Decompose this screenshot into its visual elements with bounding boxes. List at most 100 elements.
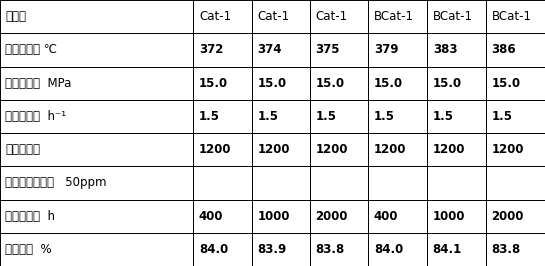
Text: 催化剂: 催化剂 (5, 10, 27, 23)
Bar (193, 233, 252, 266)
Bar (368, 33, 427, 66)
Bar (427, 66, 486, 100)
Text: 84.0: 84.0 (199, 243, 228, 256)
Bar (310, 200, 368, 233)
Bar (0, 100, 193, 133)
Text: 400: 400 (199, 210, 223, 223)
Bar (252, 200, 310, 233)
Text: 84.1: 84.1 (433, 243, 462, 256)
Text: 400: 400 (374, 210, 398, 223)
Text: 体积空速，  h⁻¹: 体积空速， h⁻¹ (5, 110, 66, 123)
Text: Cat-1: Cat-1 (257, 10, 289, 23)
Bar (486, 0, 545, 33)
Text: 精制油氮含量，   50ppm: 精制油氮含量， 50ppm (5, 176, 107, 189)
Bar (252, 233, 310, 266)
Text: 1.5: 1.5 (199, 110, 220, 123)
Bar (252, 100, 310, 133)
Text: 383: 383 (433, 43, 457, 56)
Text: 1000: 1000 (433, 210, 465, 223)
Text: 反应温度， ℃: 反应温度， ℃ (5, 43, 57, 56)
Text: BCat-1: BCat-1 (492, 10, 531, 23)
Text: 83.8: 83.8 (492, 243, 521, 256)
Text: 1200: 1200 (257, 143, 290, 156)
Bar (193, 200, 252, 233)
Text: 2000: 2000 (316, 210, 348, 223)
Text: 氢油体积比: 氢油体积比 (5, 143, 40, 156)
Bar (486, 133, 545, 166)
Bar (310, 33, 368, 66)
Bar (0, 133, 193, 166)
Text: BCat-1: BCat-1 (374, 10, 414, 23)
Text: Cat-1: Cat-1 (199, 10, 231, 23)
Bar (0, 233, 193, 266)
Text: 1200: 1200 (433, 143, 465, 156)
Text: 1.5: 1.5 (492, 110, 513, 123)
Text: 1200: 1200 (199, 143, 232, 156)
Bar (310, 0, 368, 33)
Bar (427, 100, 486, 133)
Text: 374: 374 (257, 43, 282, 56)
Bar (310, 233, 368, 266)
Text: 1.5: 1.5 (257, 110, 278, 123)
Bar (427, 166, 486, 200)
Text: 15.0: 15.0 (257, 77, 286, 90)
Text: 15.0: 15.0 (492, 77, 520, 90)
Bar (368, 233, 427, 266)
Text: 1200: 1200 (316, 143, 348, 156)
Bar (368, 133, 427, 166)
Bar (368, 66, 427, 100)
Text: 1000: 1000 (257, 210, 290, 223)
Bar (486, 233, 545, 266)
Text: 1200: 1200 (492, 143, 524, 156)
Bar (310, 100, 368, 133)
Bar (368, 166, 427, 200)
Bar (368, 200, 427, 233)
Bar (310, 66, 368, 100)
Bar (427, 200, 486, 233)
Bar (486, 66, 545, 100)
Bar (427, 0, 486, 33)
Bar (368, 100, 427, 133)
Text: 386: 386 (492, 43, 516, 56)
Bar (193, 100, 252, 133)
Text: 1.5: 1.5 (374, 110, 395, 123)
Bar (0, 200, 193, 233)
Text: BCat-1: BCat-1 (433, 10, 473, 23)
Text: 转化率，  %: 转化率， % (5, 243, 52, 256)
Text: 2000: 2000 (492, 210, 524, 223)
Bar (193, 166, 252, 200)
Text: 15.0: 15.0 (316, 77, 344, 90)
Bar (193, 133, 252, 166)
Bar (486, 100, 545, 133)
Text: 反应压力，  MPa: 反应压力， MPa (5, 77, 72, 90)
Bar (486, 200, 545, 233)
Text: 375: 375 (316, 43, 340, 56)
Text: Cat-1: Cat-1 (316, 10, 348, 23)
Bar (427, 233, 486, 266)
Bar (368, 0, 427, 33)
Bar (310, 166, 368, 200)
Bar (310, 133, 368, 166)
Text: 83.9: 83.9 (257, 243, 287, 256)
Text: 1.5: 1.5 (433, 110, 454, 123)
Bar (252, 33, 310, 66)
Text: 1.5: 1.5 (316, 110, 337, 123)
Text: 15.0: 15.0 (374, 77, 403, 90)
Bar (252, 133, 310, 166)
Text: 1200: 1200 (374, 143, 407, 156)
Bar (193, 0, 252, 33)
Text: 15.0: 15.0 (199, 77, 228, 90)
Bar (193, 33, 252, 66)
Text: 运转时间，  h: 运转时间， h (5, 210, 56, 223)
Bar (427, 133, 486, 166)
Bar (0, 33, 193, 66)
Bar (0, 66, 193, 100)
Bar (0, 0, 193, 33)
Text: 372: 372 (199, 43, 223, 56)
Bar (486, 33, 545, 66)
Bar (252, 0, 310, 33)
Bar (252, 166, 310, 200)
Bar (193, 66, 252, 100)
Bar (427, 33, 486, 66)
Text: 15.0: 15.0 (433, 77, 462, 90)
